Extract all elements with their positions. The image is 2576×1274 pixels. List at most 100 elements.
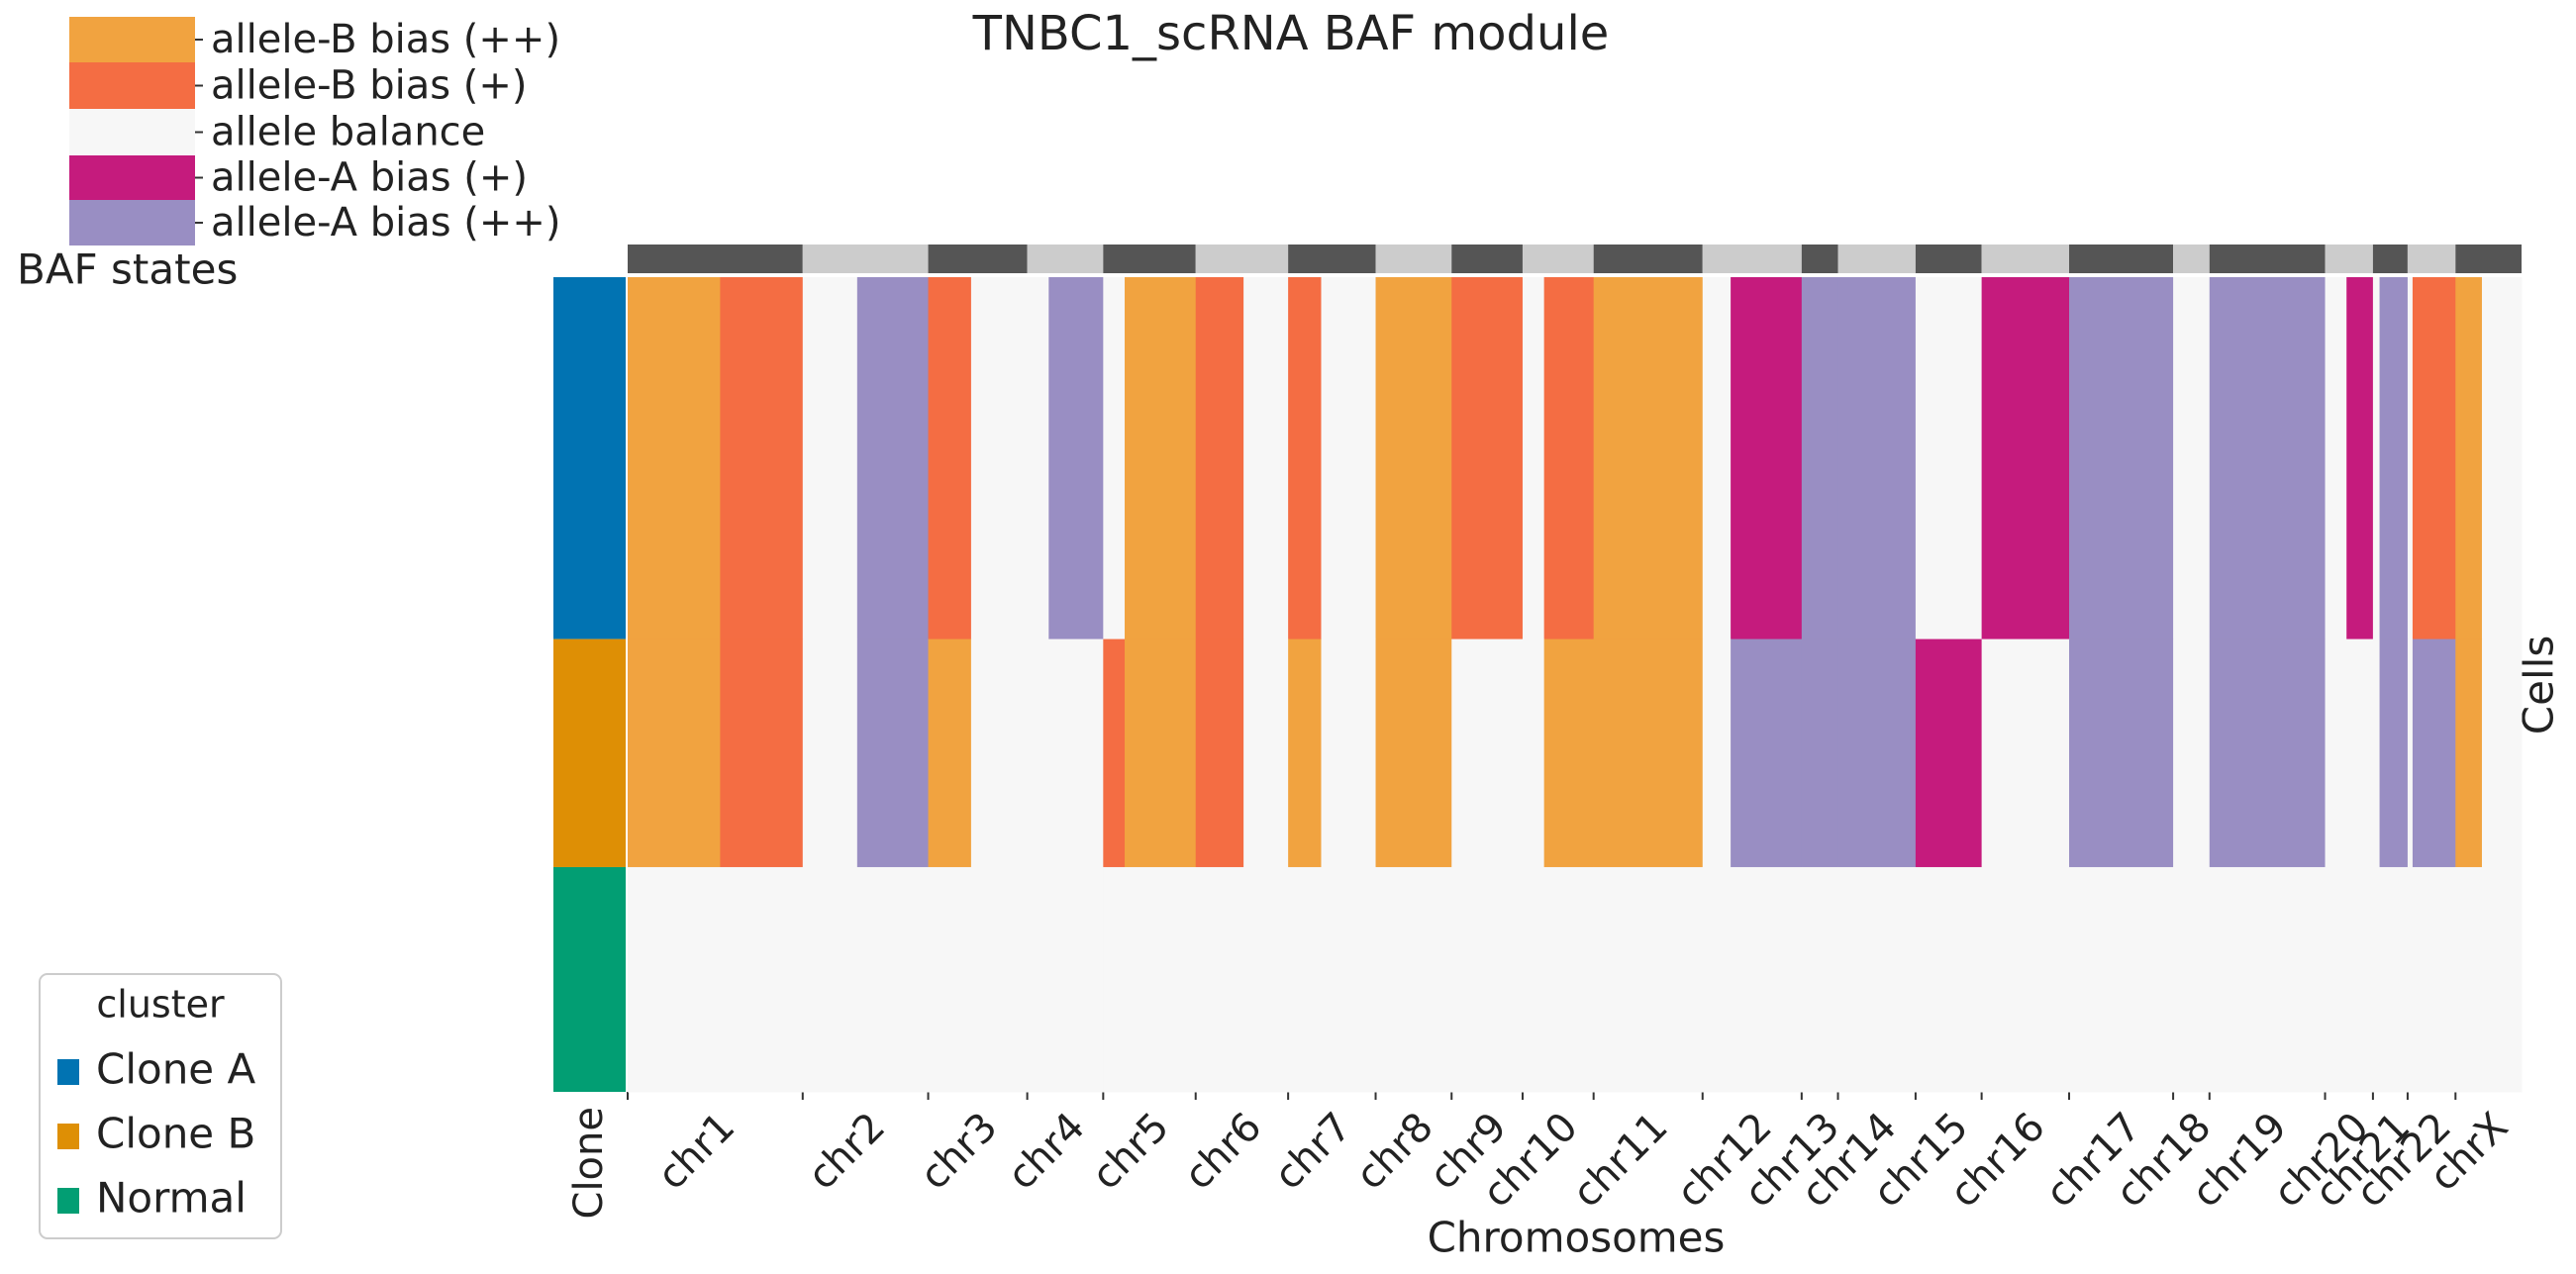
heatmap-cell (1321, 277, 1377, 640)
states-legend-title: BAF states (17, 245, 238, 294)
heatmap-cell (1915, 277, 1983, 640)
heatmap-cell (802, 638, 858, 868)
heatmap-cell (2069, 638, 2174, 868)
heatmap-cell (2346, 277, 2374, 640)
chromosome-bar (1702, 245, 1802, 273)
heatmap-cell (970, 277, 1029, 640)
heatmap-cell (2069, 866, 2174, 1093)
legend-label: allele-B bias (+) (211, 63, 528, 109)
legend-swatch (69, 109, 195, 155)
heatmap-cell (802, 277, 858, 640)
x-tick-label: chr2 (799, 1104, 894, 1199)
x-tick-label: chr3 (912, 1104, 1007, 1199)
legend-label: allele-A bias (+) (211, 155, 528, 201)
heatmap-cell (2407, 638, 2414, 868)
chromosome-bar (1801, 245, 1838, 273)
heatmap-cell (2412, 638, 2456, 868)
heatmap-cell (1731, 638, 1803, 868)
x-axis-label: Chromosomes (1428, 1214, 1726, 1262)
cluster-column-label: Clone (566, 1107, 612, 1219)
heatmap-cell (1103, 638, 1126, 868)
heatmap-cell (1837, 866, 1917, 1093)
heatmap-cell (1027, 638, 1104, 868)
y-axis-label: Cells (2515, 636, 2563, 735)
heatmap-cell (1375, 866, 1452, 1093)
cluster-bar (553, 866, 626, 1092)
heatmap-cell (1375, 638, 1452, 868)
heatmap-cell (1593, 866, 1704, 1093)
legend-swatch (57, 1188, 79, 1214)
heatmap-cell (2325, 277, 2347, 640)
chromosome-bar (1981, 245, 2070, 273)
x-tick-label: chr6 (1176, 1104, 1271, 1199)
heatmap-cell (1288, 638, 1322, 868)
heatmap-cell (2173, 638, 2211, 868)
heatmap-cell (1981, 638, 2070, 868)
legend-label: Clone A (96, 1045, 256, 1094)
heatmap-cell (1027, 866, 1104, 1093)
heatmap-cell (1451, 277, 1524, 640)
heatmap-cell (2372, 866, 2409, 1093)
heatmap-cell (1195, 638, 1244, 868)
chromosome-bar (802, 245, 929, 273)
heatmap-cell (1288, 866, 1377, 1093)
heatmap-cell (1243, 638, 1289, 868)
chromosome-bar (2209, 245, 2326, 273)
cluster-legend-box (39, 973, 282, 1239)
heatmap-cell (2372, 638, 2381, 868)
legend-label: allele balance (211, 110, 485, 155)
heatmap-cell (970, 638, 1029, 868)
heatmap-cell (2407, 866, 2456, 1093)
heatmap-cell (1027, 277, 1049, 640)
chromosome-bar (1375, 245, 1452, 273)
x-tick-label: chr4 (999, 1104, 1094, 1199)
legend-swatch (69, 155, 195, 200)
heatmap-cell (928, 277, 972, 640)
heatmap-cell (2379, 277, 2409, 640)
heatmap-cell (1837, 638, 1917, 868)
chromosome-bar (1915, 245, 1982, 273)
heatmap-cell (1522, 638, 1545, 868)
heatmap-cell (2481, 277, 2523, 640)
heatmap-cell (928, 866, 1029, 1093)
heatmap-cell (1593, 638, 1704, 868)
heatmap-cell (1195, 277, 1244, 640)
heatmap-cell (1543, 277, 1595, 640)
heatmap-cell (1522, 277, 1545, 640)
heatmap-cell (2412, 277, 2456, 640)
chromosome-bar (1103, 245, 1196, 273)
cluster-legend-title: cluster (96, 983, 225, 1027)
heatmap-cell (720, 638, 804, 868)
legend-swatch (69, 17, 195, 62)
chromosome-bar (2325, 245, 2373, 273)
chromosome-bar (1288, 245, 1376, 273)
chromosome-bar (928, 245, 1028, 273)
heatmap-cell (1731, 277, 1803, 640)
heatmap-cell (1522, 866, 1595, 1093)
cluster-bar (553, 638, 626, 867)
heatmap-cell (2455, 866, 2523, 1093)
heatmap-cell (2209, 638, 2327, 868)
heatmap-cell (628, 277, 721, 640)
heatmap-cell (1375, 277, 1452, 640)
chromosome-bar (2173, 245, 2210, 273)
x-tick-label: chr8 (1347, 1104, 1442, 1199)
heatmap-cell (2325, 638, 2374, 868)
cluster-bar (553, 277, 626, 639)
heatmap-cell (2209, 866, 2327, 1093)
heatmap-cell (628, 638, 721, 868)
heatmap-cell (2481, 638, 2523, 868)
chromosome-bar (2069, 245, 2174, 273)
heatmap-cell (1451, 866, 1524, 1093)
legend-swatch (69, 62, 195, 109)
heatmap-cell (1125, 638, 1197, 868)
heatmap-cell (2455, 277, 2483, 640)
x-tick-label: chr7 (1266, 1104, 1361, 1199)
heatmap-cell (856, 638, 930, 868)
heatmap-cell (1801, 638, 1839, 868)
heatmap-cell (2407, 277, 2414, 640)
heatmap-cell (1103, 277, 1126, 640)
heatmap-cell (720, 277, 804, 640)
heatmap-cell (2173, 277, 2211, 640)
